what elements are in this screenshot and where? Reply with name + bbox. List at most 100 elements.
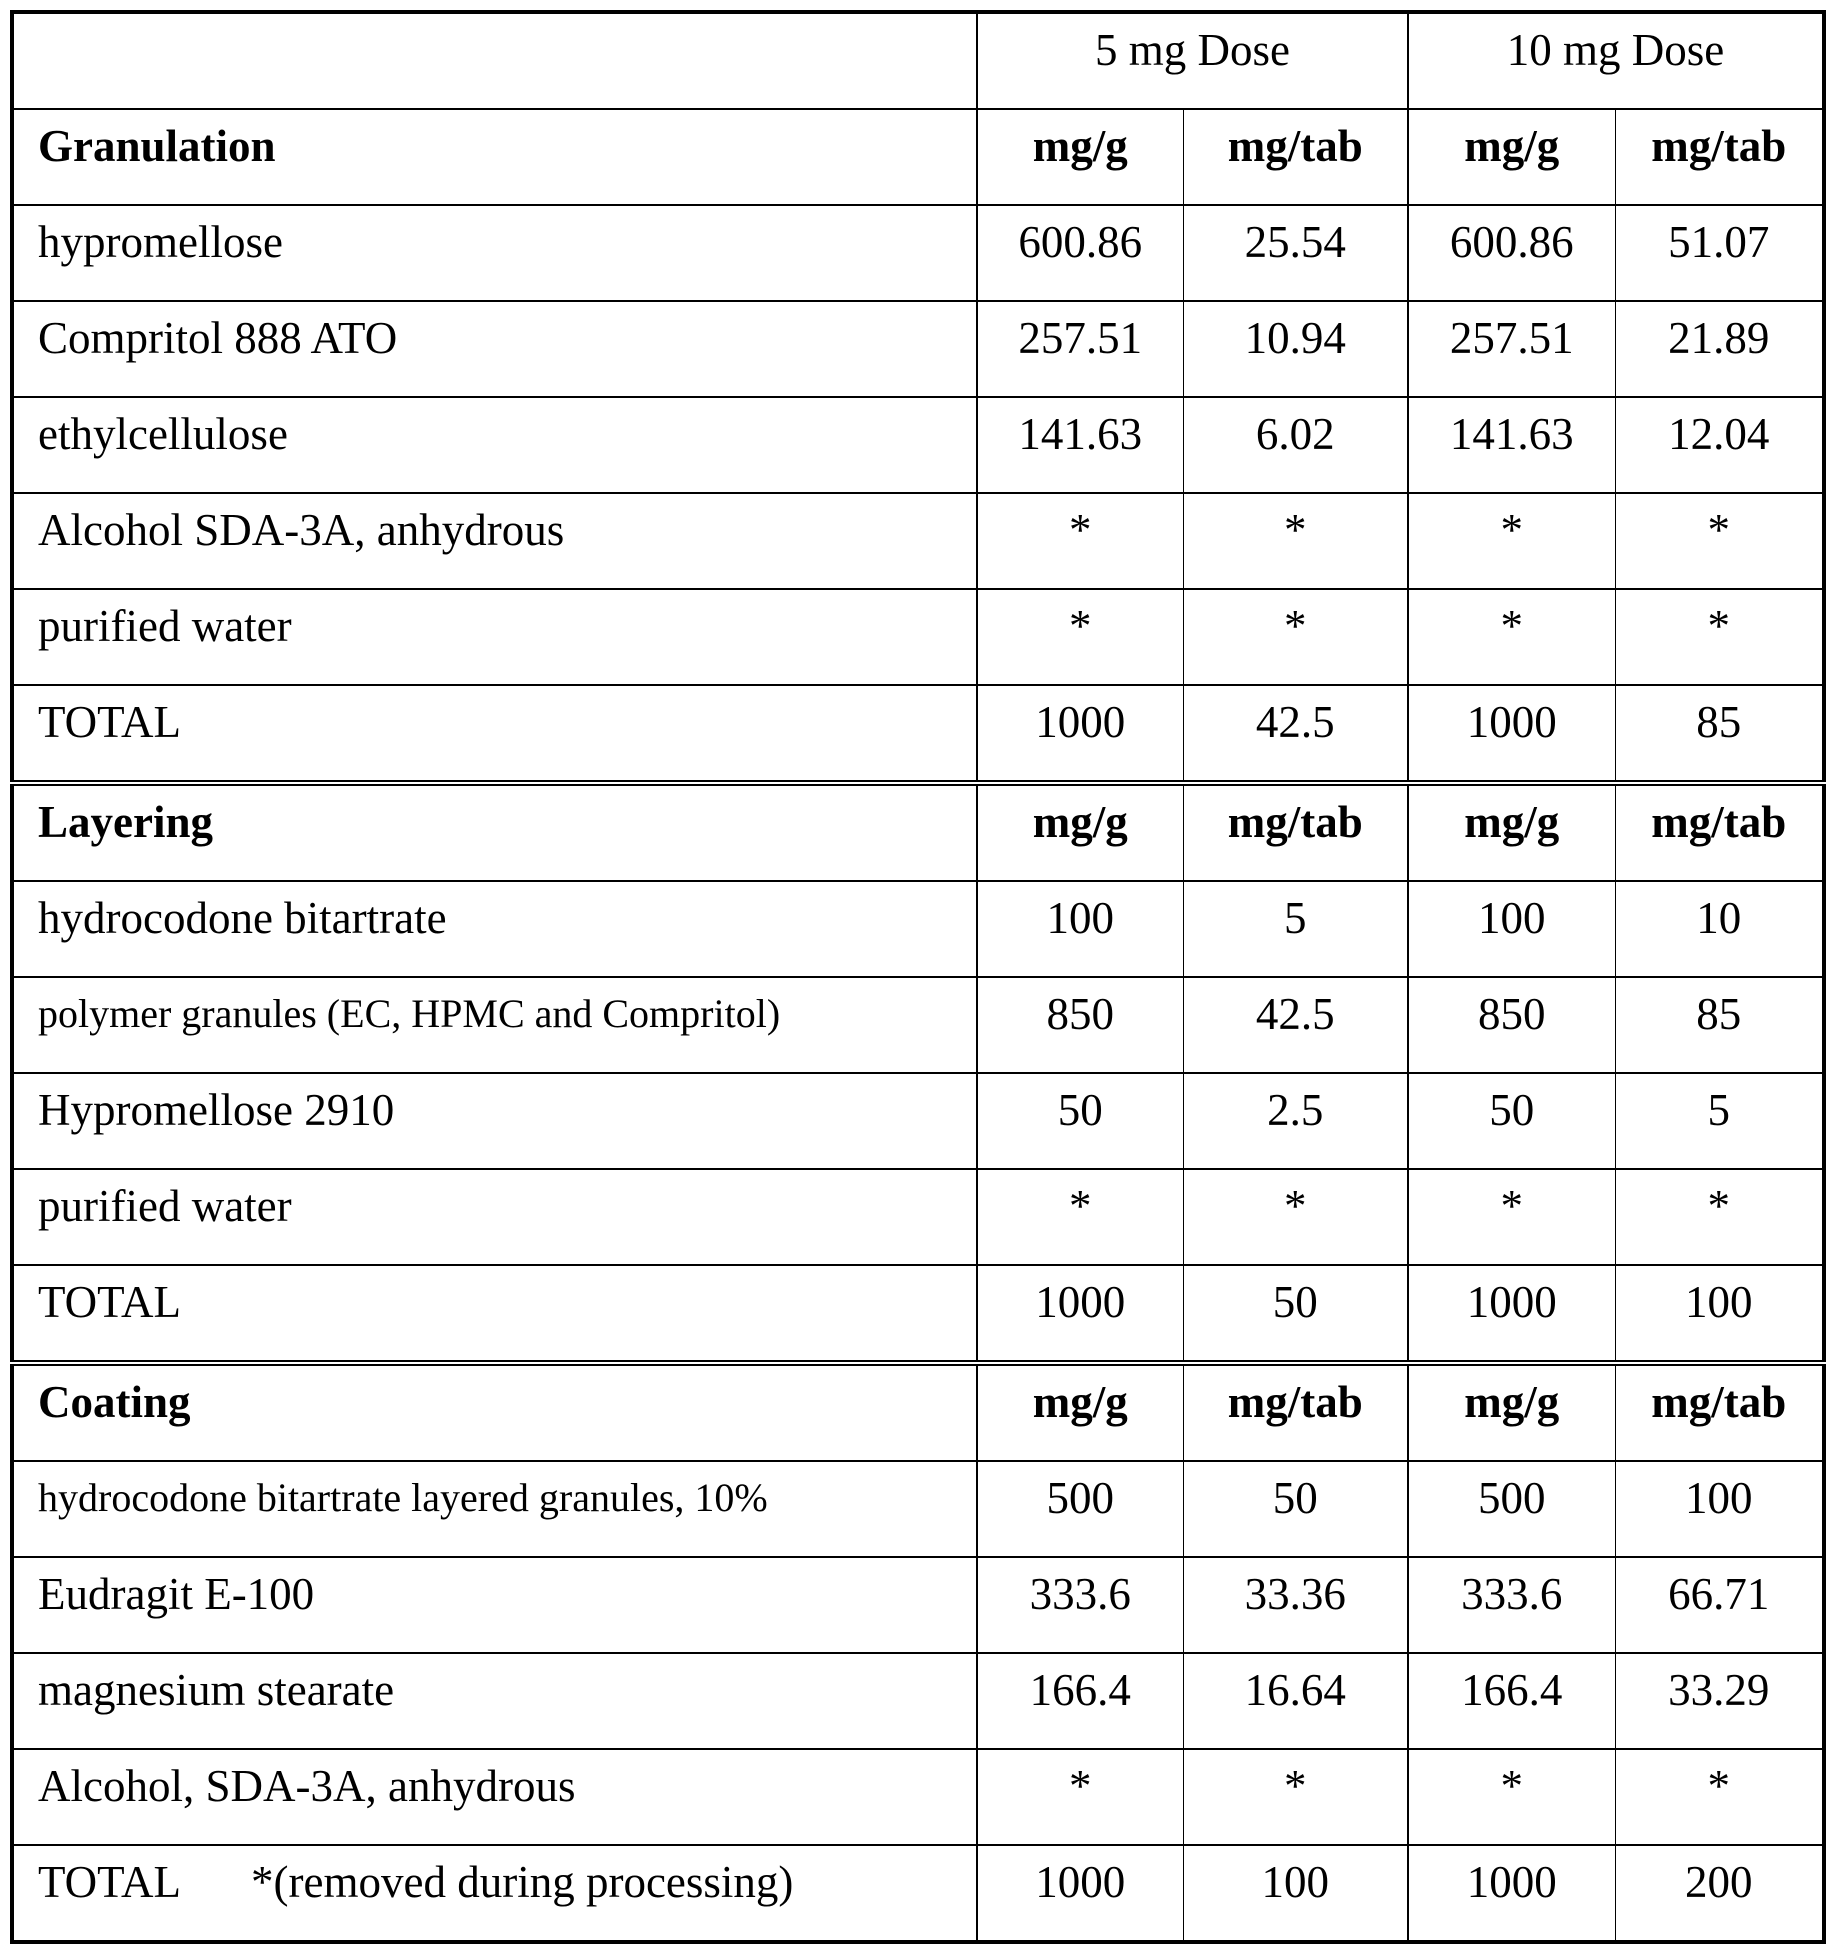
value-cell: 257.51 — [1408, 301, 1615, 397]
value-cell: 1000 — [1408, 685, 1615, 783]
section-header-layering: Layering mg/g mg/tab mg/g mg/tab — [12, 783, 1824, 881]
value-cell: * — [1183, 1169, 1408, 1265]
table-row: purified water * * * * — [12, 1169, 1824, 1265]
total-label: TOTAL — [38, 1857, 181, 1907]
value-cell: * — [1408, 589, 1615, 685]
value-cell: 33.29 — [1615, 1653, 1824, 1749]
section-title: Granulation — [12, 109, 977, 205]
unit-header: mg/tab — [1183, 1363, 1408, 1461]
unit-header: mg/g — [977, 783, 1183, 881]
ingredient-name: Eudragit E-100 — [12, 1557, 977, 1653]
dose-header-row: 5 mg Dose 10 mg Dose — [12, 12, 1824, 109]
value-cell: 333.6 — [1408, 1557, 1615, 1653]
value-cell: 166.4 — [977, 1653, 1183, 1749]
value-cell: 1000 — [977, 1265, 1183, 1363]
footnote: *(removed during processing) — [251, 1857, 793, 1907]
ingredient-name: magnesium stearate — [12, 1653, 977, 1749]
table-row: purified water * * * * — [12, 589, 1824, 685]
value-cell: * — [977, 1169, 1183, 1265]
value-cell: * — [1615, 589, 1824, 685]
total-label: TOTAL — [12, 1265, 977, 1363]
unit-header: mg/g — [977, 1363, 1183, 1461]
value-cell: 850 — [1408, 977, 1615, 1073]
value-cell: * — [1183, 589, 1408, 685]
value-cell: 141.63 — [1408, 397, 1615, 493]
ingredient-name: purified water — [12, 1169, 977, 1265]
table-row: Alcohol SDA-3A, anhydrous * * * * — [12, 493, 1824, 589]
value-cell: 2.5 — [1183, 1073, 1408, 1169]
ingredient-name: hydrocodone bitartrate — [12, 881, 977, 977]
value-cell: 42.5 — [1183, 685, 1408, 783]
ingredient-name: hydrocodone bitartrate layered granules,… — [12, 1461, 977, 1557]
value-cell: 50 — [1408, 1073, 1615, 1169]
ingredient-name: ethylcellulose — [12, 397, 977, 493]
dose-10mg-header: 10 mg Dose — [1408, 12, 1824, 109]
value-cell: 21.89 — [1615, 301, 1824, 397]
total-row: TOTAL 1000 50 1000 100 — [12, 1265, 1824, 1363]
section-header-coating: Coating mg/g mg/tab mg/g mg/tab — [12, 1363, 1824, 1461]
formulation-table: 5 mg Dose 10 mg Dose Granulation mg/g mg… — [10, 10, 1826, 1944]
value-cell: 100 — [1615, 1461, 1824, 1557]
unit-header: mg/g — [977, 109, 1183, 205]
value-cell: 100 — [1408, 881, 1615, 977]
value-cell: 85 — [1615, 977, 1824, 1073]
ingredient-name: Alcohol SDA-3A, anhydrous — [12, 493, 977, 589]
ingredient-name: polymer granules (EC, HPMC and Compritol… — [12, 977, 977, 1073]
unit-header: mg/tab — [1615, 1363, 1824, 1461]
table-row: Eudragit E-100 333.6 33.36 333.6 66.71 — [12, 1557, 1824, 1653]
value-cell: 50 — [977, 1073, 1183, 1169]
value-cell: 85 — [1615, 685, 1824, 783]
total-row: TOTAL 1000 42.5 1000 85 — [12, 685, 1824, 783]
value-cell: 6.02 — [1183, 397, 1408, 493]
dose-5mg-header: 5 mg Dose — [977, 12, 1408, 109]
value-cell: 5 — [1615, 1073, 1824, 1169]
value-cell: 100 — [1615, 1265, 1824, 1363]
value-cell: 16.64 — [1183, 1653, 1408, 1749]
value-cell: * — [977, 493, 1183, 589]
value-cell: 257.51 — [977, 301, 1183, 397]
value-cell: * — [977, 1749, 1183, 1845]
value-cell: * — [1615, 493, 1824, 589]
value-cell: * — [1183, 1749, 1408, 1845]
value-cell: 600.86 — [1408, 205, 1615, 301]
section-header-granulation: Granulation mg/g mg/tab mg/g mg/tab — [12, 109, 1824, 205]
unit-header: mg/tab — [1183, 783, 1408, 881]
unit-header: mg/tab — [1615, 109, 1824, 205]
value-cell: 600.86 — [977, 205, 1183, 301]
value-cell: 333.6 — [977, 1557, 1183, 1653]
table-row: hydrocodone bitartrate 100 5 100 10 — [12, 881, 1824, 977]
value-cell: 1000 — [977, 685, 1183, 783]
value-cell: * — [977, 589, 1183, 685]
section-title: Layering — [12, 783, 977, 881]
value-cell: 25.54 — [1183, 205, 1408, 301]
value-cell: 12.04 — [1615, 397, 1824, 493]
ingredient-name: Alcohol, SDA-3A, anhydrous — [12, 1749, 977, 1845]
value-cell: 42.5 — [1183, 977, 1408, 1073]
value-cell: 5 — [1183, 881, 1408, 977]
total-row: TOTAL*(removed during processing) 1000 1… — [12, 1845, 1824, 1942]
ingredient-name: Compritol 888 ATO — [12, 301, 977, 397]
table-row: Compritol 888 ATO 257.51 10.94 257.51 21… — [12, 301, 1824, 397]
value-cell: 850 — [977, 977, 1183, 1073]
table-row: ethylcellulose 141.63 6.02 141.63 12.04 — [12, 397, 1824, 493]
unit-header: mg/tab — [1183, 109, 1408, 205]
total-label: TOTAL — [12, 685, 977, 783]
value-cell: * — [1408, 1169, 1615, 1265]
value-cell: 141.63 — [977, 397, 1183, 493]
value-cell: 10 — [1615, 881, 1824, 977]
unit-header: mg/g — [1408, 783, 1615, 881]
ingredient-name: hypromellose — [12, 205, 977, 301]
value-cell: * — [1408, 493, 1615, 589]
value-cell: 166.4 — [1408, 1653, 1615, 1749]
table-row: Hypromellose 2910 50 2.5 50 5 — [12, 1073, 1824, 1169]
value-cell: 100 — [977, 881, 1183, 977]
value-cell: 50 — [1183, 1461, 1408, 1557]
ingredient-name: Hypromellose 2910 — [12, 1073, 977, 1169]
value-cell: * — [1615, 1169, 1824, 1265]
value-cell: 10.94 — [1183, 301, 1408, 397]
value-cell: 200 — [1615, 1845, 1824, 1942]
value-cell: 51.07 — [1615, 205, 1824, 301]
total-label-with-footnote: TOTAL *(removed during processing) — [12, 1845, 977, 1942]
ingredient-name: purified water — [12, 589, 977, 685]
value-cell: * — [1408, 1749, 1615, 1845]
